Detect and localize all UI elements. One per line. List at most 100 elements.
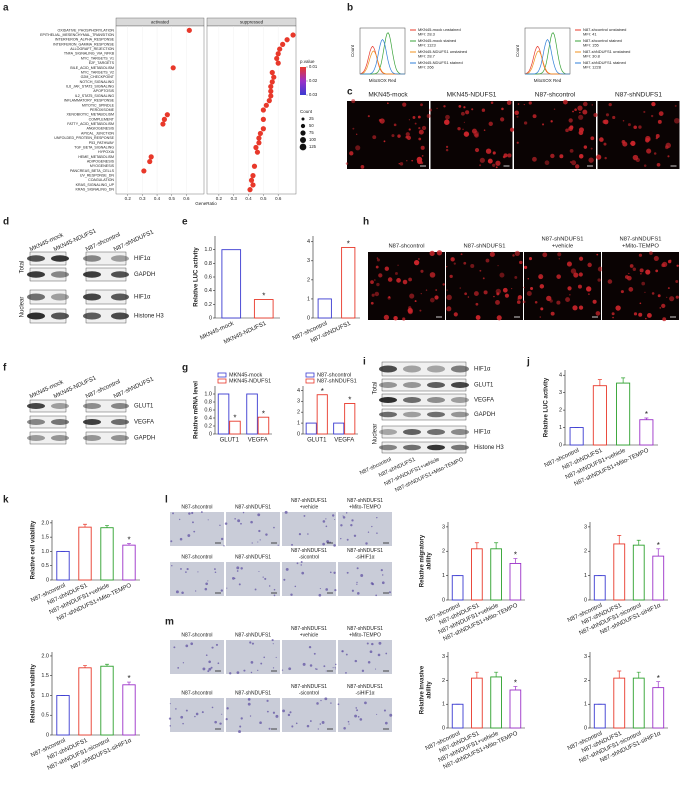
bar <box>652 555 665 601</box>
y-tick-label: 2 <box>584 549 587 555</box>
stained-cell <box>371 583 375 586</box>
stained-cell <box>240 522 242 525</box>
stained-cell <box>332 667 334 669</box>
cell-signal <box>371 293 375 297</box>
pathway-label: INTERFERON_ALPHA_RESPONSE <box>55 38 115 42</box>
cell-signal <box>384 266 390 271</box>
blot-band <box>83 419 101 425</box>
size-key <box>300 137 306 143</box>
legend-swatch <box>217 372 227 378</box>
cell-signal <box>523 103 525 106</box>
legend-label: N87-shcontrol stained <box>583 38 622 43</box>
cell-signal <box>376 258 380 262</box>
cell-signal <box>612 316 614 319</box>
dot <box>186 27 192 33</box>
stained-cell <box>169 703 171 705</box>
stained-cell <box>324 697 328 701</box>
cell-signal <box>516 300 521 304</box>
stained-cell <box>329 571 332 574</box>
y-tick-label: 3 <box>297 399 300 405</box>
cell-signal <box>414 122 417 125</box>
cell-signal <box>633 125 637 130</box>
cell-signal <box>435 289 438 291</box>
dot <box>263 102 269 108</box>
stained-cell <box>302 662 306 666</box>
bar <box>317 298 332 319</box>
error-bar <box>513 558 518 564</box>
cell-signal <box>370 301 374 305</box>
cell-signal <box>406 159 408 162</box>
stained-cell <box>272 711 276 714</box>
stained-cell <box>175 708 177 710</box>
legend-mfi: MFI: 41 <box>583 32 597 37</box>
y-tick-label: 1.0 <box>41 693 49 699</box>
cell-signal <box>542 123 545 126</box>
micrograph <box>368 252 445 320</box>
cell-signal <box>665 142 672 149</box>
y-tick-label: 2 <box>442 678 445 684</box>
cell-signal <box>646 148 652 154</box>
bar <box>569 427 584 446</box>
facet-title: suppressed <box>240 19 264 24</box>
cell-signal <box>453 312 458 317</box>
y-tick-label: 1 <box>307 296 310 302</box>
y-tick-label: 0.2 <box>204 302 212 308</box>
stained-cell <box>234 577 236 579</box>
cell-signal <box>651 101 656 107</box>
y-tick-label: 3 <box>307 258 310 264</box>
cell-signal <box>481 108 486 112</box>
y-tick-label: 1.5 <box>41 673 49 679</box>
cell-signal <box>467 296 470 298</box>
legend-label: MKN45-mock stained <box>418 38 456 43</box>
cell-signal <box>490 101 494 105</box>
cell-signal <box>501 107 504 111</box>
stained-cell <box>323 665 326 668</box>
dot <box>268 88 274 94</box>
stained-cell <box>210 666 213 669</box>
y-tick-label: 1.0 <box>204 247 212 253</box>
image-label: N87-shNDUFS1 <box>464 244 506 250</box>
cell-signal <box>429 272 436 278</box>
cell-signal <box>370 280 374 284</box>
cell-signal <box>643 110 646 114</box>
blot-band <box>451 411 469 418</box>
stained-cell <box>318 593 322 597</box>
stained-cell <box>223 545 225 547</box>
cell-signal <box>387 102 389 105</box>
micrograph <box>226 562 280 596</box>
cell-signal <box>495 160 501 166</box>
pathway-label: MITOTIC_SPINDLE <box>82 103 115 107</box>
cell-signal <box>393 123 397 127</box>
blot-band <box>427 429 445 435</box>
stained-cell <box>325 518 327 520</box>
panel-letter: l <box>165 495 168 506</box>
micrograph <box>226 512 280 546</box>
stained-cell <box>204 587 208 591</box>
cell-signal <box>627 123 631 127</box>
cell-signal <box>675 280 679 283</box>
cell-signal <box>640 272 642 275</box>
stained-cell <box>240 717 243 720</box>
cell-signal <box>402 279 408 285</box>
color-tick-label: 0.02 <box>309 78 318 83</box>
cell-signal <box>425 289 428 291</box>
pathway-label: TNFA_SIGNALING_VIA_NFKB <box>64 52 115 56</box>
stained-cell <box>340 537 342 540</box>
blot-band <box>403 365 421 373</box>
cell-signal <box>657 119 662 124</box>
cell-signal <box>633 312 638 316</box>
dot <box>268 83 274 90</box>
cell-signal <box>540 307 544 311</box>
cell-signal <box>538 274 544 280</box>
cell-signal <box>556 300 561 305</box>
stained-cell <box>262 576 264 578</box>
cell-signal <box>485 148 492 154</box>
color-bar <box>300 67 306 95</box>
stained-cell <box>250 671 253 674</box>
stained-cell <box>263 656 266 659</box>
cell-signal <box>349 151 354 156</box>
cell-signal <box>407 307 413 314</box>
stained-cell <box>264 577 267 580</box>
y-axis-title: Relative invasive <box>420 665 426 714</box>
